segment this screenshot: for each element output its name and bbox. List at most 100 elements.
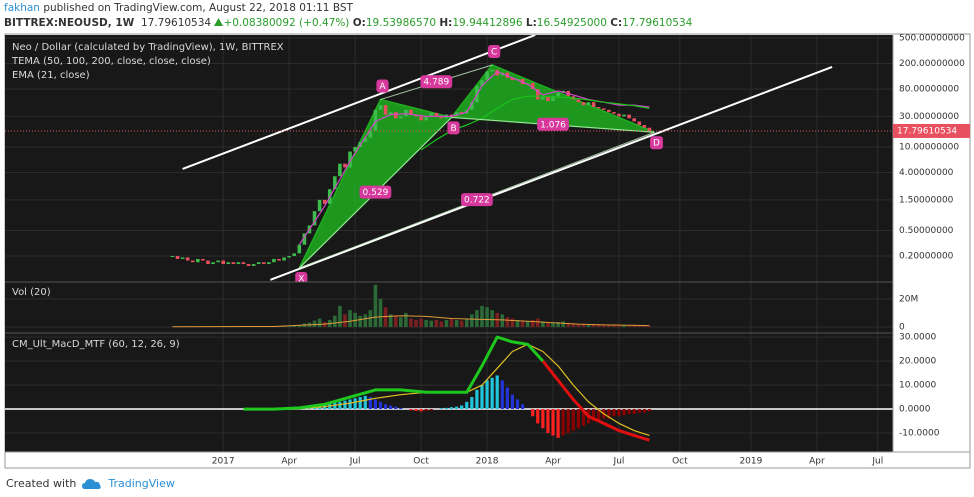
candle xyxy=(617,113,621,117)
volume-bar xyxy=(480,305,484,327)
candle xyxy=(363,137,368,142)
candle xyxy=(216,260,220,263)
candle xyxy=(470,102,474,110)
histogram-bar xyxy=(505,387,509,410)
candle xyxy=(525,82,530,85)
volume-bar xyxy=(409,318,413,327)
volume-bar xyxy=(525,321,530,327)
up-icon xyxy=(214,18,224,26)
candle xyxy=(256,262,261,265)
candle xyxy=(378,105,383,110)
brand[interactable]: TradingView xyxy=(108,477,175,490)
histogram-bar xyxy=(323,403,327,410)
candle xyxy=(388,112,393,115)
x-tick-label: Oct xyxy=(672,457,688,467)
pattern-point-label: D xyxy=(653,139,660,149)
candle xyxy=(591,102,596,108)
candle xyxy=(272,258,276,263)
volume-bar xyxy=(627,325,631,327)
candle xyxy=(449,114,454,117)
pattern-point-label-box xyxy=(376,79,389,93)
candle xyxy=(261,262,266,265)
candle xyxy=(622,114,626,117)
y-tick-label: 0.0000 xyxy=(899,405,931,415)
ohlc-label: C: xyxy=(610,17,623,29)
y-tick-label: -10.0000 xyxy=(899,429,940,439)
histogram-bar xyxy=(647,409,652,412)
pane-title: CM_Ult_MacD_MTF (60, 12, 26, 9) xyxy=(12,339,180,350)
candle xyxy=(607,109,611,113)
legend-entry: TEMA (50, 100, 200, close, close, close) xyxy=(11,56,211,67)
candle xyxy=(627,114,631,119)
x-tick-label: Apr xyxy=(809,457,825,467)
brand-logo xyxy=(82,478,102,489)
y-tick-label: 0.50000000 xyxy=(899,226,954,236)
volume-bar xyxy=(414,319,418,327)
y-tick-label: 0 xyxy=(899,322,905,332)
histogram-bar xyxy=(541,409,545,429)
volume-bar xyxy=(581,324,586,327)
volume-bar xyxy=(586,324,591,327)
volume-bar xyxy=(378,298,383,327)
ohlc-label: L: xyxy=(525,17,537,29)
candle xyxy=(297,244,302,254)
ratio-label: 4.789 xyxy=(423,78,449,88)
histogram-bar xyxy=(642,409,646,413)
volume-bar xyxy=(358,315,362,327)
price: 17.79610534 xyxy=(140,17,212,29)
histogram-bar xyxy=(343,400,347,410)
histogram-bar xyxy=(566,409,570,434)
volume-bar xyxy=(576,324,581,327)
pattern-point-label: B xyxy=(450,124,456,134)
candle xyxy=(317,199,322,212)
volume-bar xyxy=(393,315,398,327)
y-tick-label: 500.00000000 xyxy=(899,34,965,44)
volume-bar xyxy=(388,314,393,327)
legend-entry: EMA (21, close) xyxy=(12,70,90,81)
volume-bar xyxy=(398,317,403,327)
histogram-bar xyxy=(520,404,525,410)
histogram-bar xyxy=(470,397,474,410)
pane-title: Vol (20) xyxy=(12,287,51,298)
volume-bar xyxy=(510,318,515,327)
volume-bar xyxy=(444,319,449,327)
volume-bar xyxy=(551,322,555,327)
histogram-bar xyxy=(612,409,616,417)
last-price-box xyxy=(893,123,970,138)
histogram-bar xyxy=(607,409,611,419)
ratio-label: 1.076 xyxy=(540,120,566,130)
published: published on TradingView.com, August 22,… xyxy=(43,2,353,14)
pattern-point-label-box xyxy=(487,44,501,58)
author[interactable]: fakhan xyxy=(4,2,40,14)
candle xyxy=(424,116,428,121)
volume-bar xyxy=(317,318,322,327)
histogram-bar xyxy=(576,409,580,429)
candle xyxy=(530,82,535,90)
volume-bar xyxy=(373,284,378,327)
ratio-label-box xyxy=(461,193,493,207)
candle xyxy=(393,112,398,119)
y-tick-label: 30.00000000 xyxy=(899,112,959,122)
histogram-bar xyxy=(419,409,423,412)
histogram-bar xyxy=(536,409,540,424)
histogram-bar xyxy=(465,401,469,410)
trendline xyxy=(270,66,833,281)
volume-bar xyxy=(546,322,550,327)
x-tick-label: 2017 xyxy=(212,457,235,467)
volume-bar xyxy=(505,317,510,327)
volume-bar xyxy=(566,322,571,327)
macd-pane xyxy=(5,335,893,442)
ohlc-value: 19.53986570 xyxy=(365,17,437,29)
volume-bar xyxy=(596,324,601,327)
volume-bar xyxy=(561,321,565,327)
volume-bar xyxy=(459,320,464,327)
volume-bar xyxy=(439,321,444,327)
histogram-bar xyxy=(561,409,565,436)
x-tick-label: Apr xyxy=(545,457,561,467)
candle xyxy=(637,121,642,126)
candle xyxy=(353,147,357,152)
pattern-point-label: A xyxy=(379,82,386,92)
candle xyxy=(236,262,241,265)
histogram-bar xyxy=(495,375,499,410)
histogram-bar xyxy=(571,409,575,431)
